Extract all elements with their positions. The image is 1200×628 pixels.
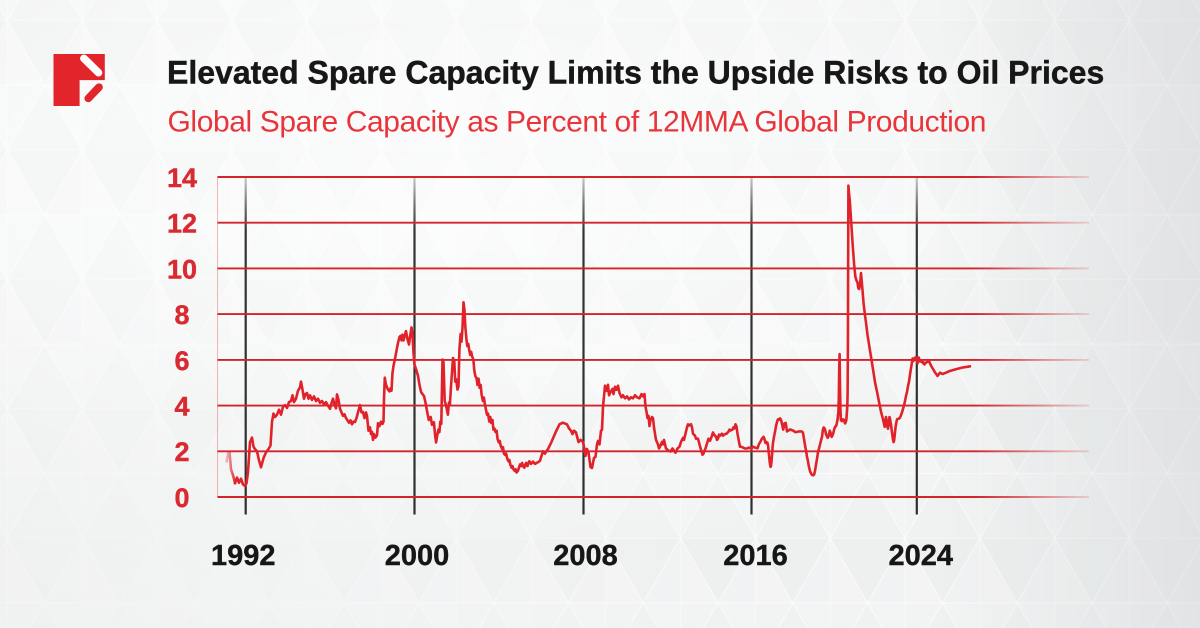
svg-text:8: 8 <box>174 300 189 330</box>
svg-text:4: 4 <box>174 392 189 422</box>
svg-text:12: 12 <box>167 209 197 239</box>
svg-text:Global Spare Capacity as Perce: Global Spare Capacity as Percent of 12MM… <box>168 106 987 139</box>
svg-text:10: 10 <box>167 254 197 284</box>
svg-text:6: 6 <box>174 346 189 376</box>
svg-text:1992: 1992 <box>211 540 276 572</box>
svg-text:2016: 2016 <box>723 540 788 572</box>
svg-text:2: 2 <box>174 437 189 467</box>
svg-text:2008: 2008 <box>553 540 618 572</box>
svg-text:Elevated Spare Capacity Limits: Elevated Spare Capacity Limits the Upsid… <box>167 55 1104 91</box>
svg-text:2000: 2000 <box>385 540 450 572</box>
svg-text:2024: 2024 <box>889 540 954 572</box>
svg-text:14: 14 <box>167 163 197 193</box>
svg-text:0: 0 <box>174 483 189 513</box>
